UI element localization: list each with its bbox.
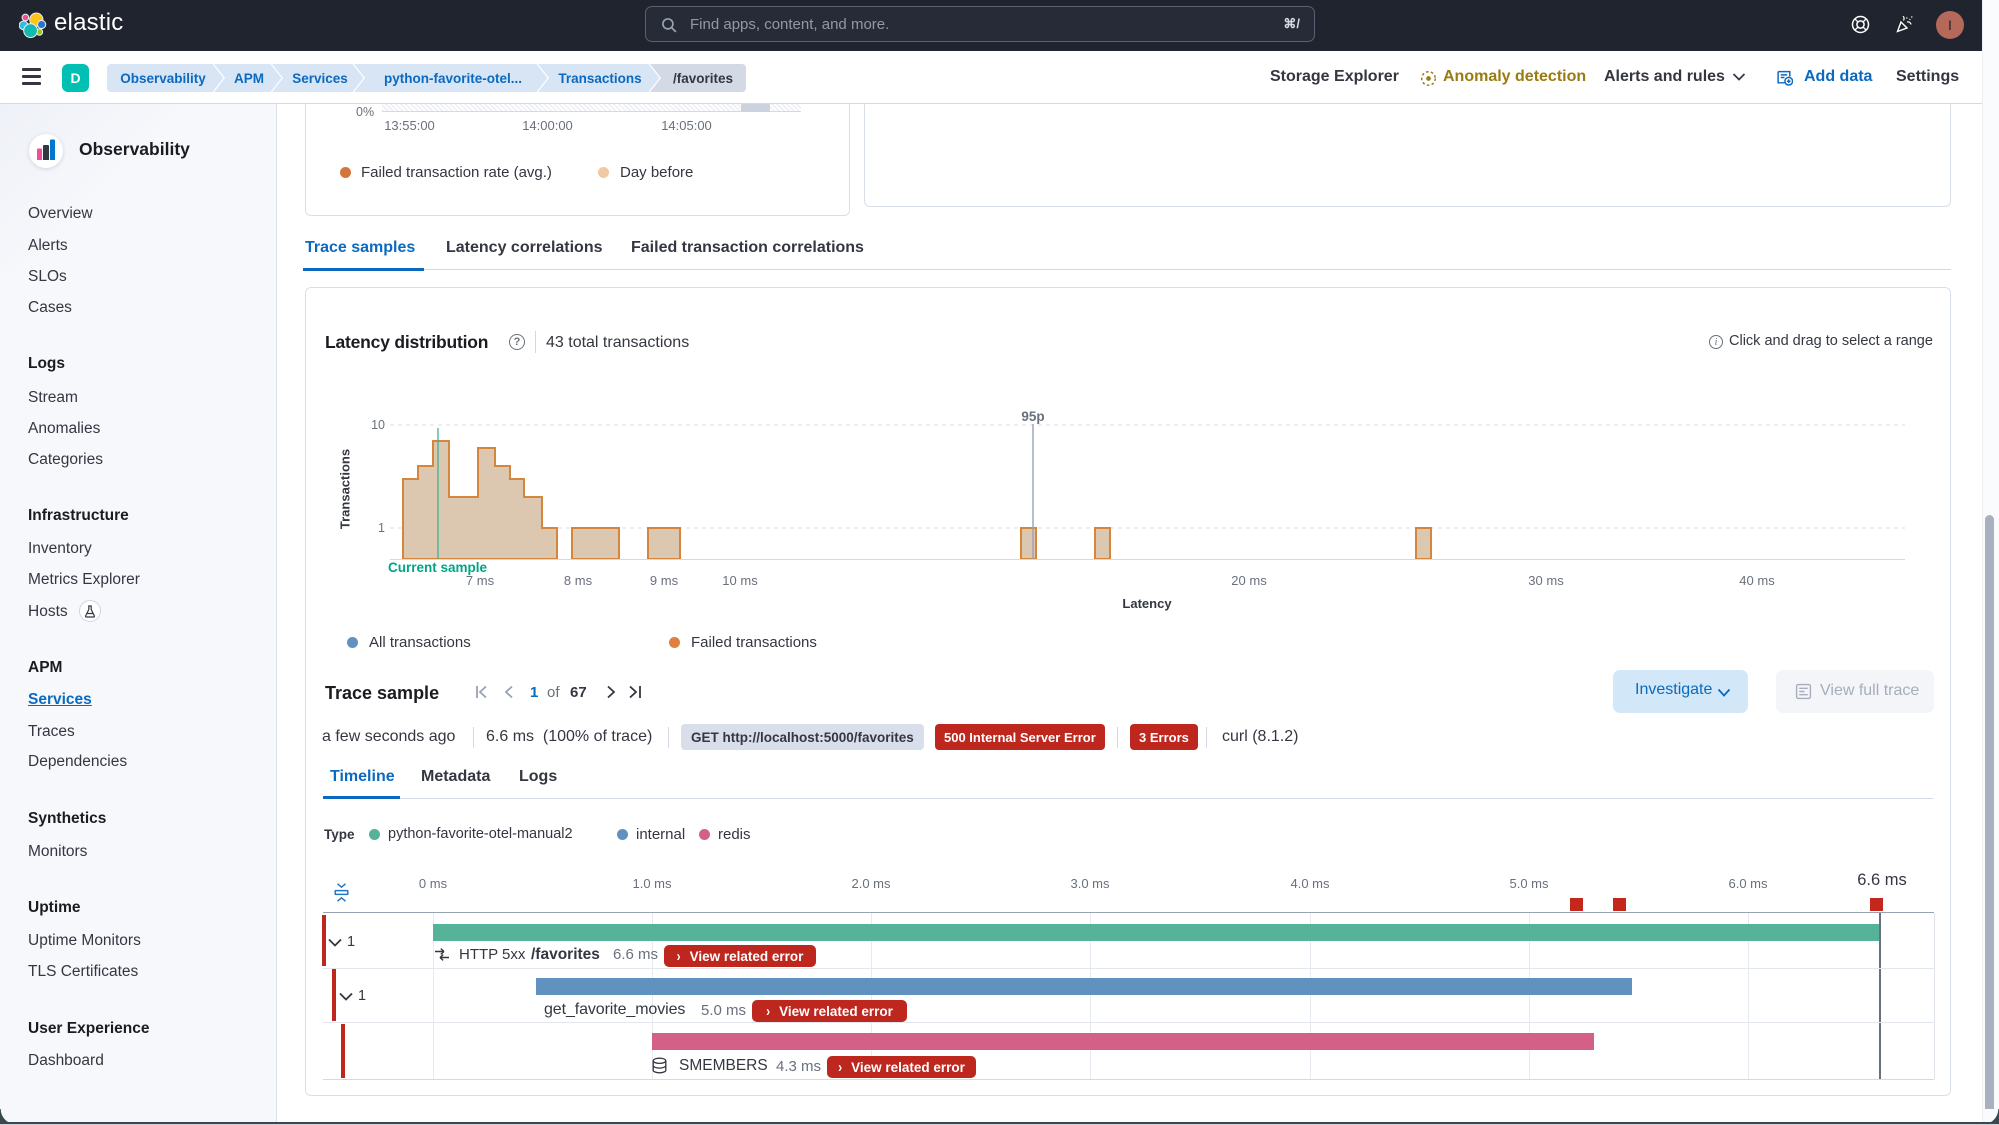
svg-text:APM: APM	[234, 71, 264, 86]
svg-text:Observability: Observability	[120, 71, 206, 86]
svg-text:/favorites: /favorites	[673, 71, 733, 86]
svg-text:Transactions: Transactions	[558, 71, 641, 86]
svg-text:python-favorite-otel...: python-favorite-otel...	[384, 71, 522, 86]
svg-text:Services: Services	[292, 71, 348, 86]
